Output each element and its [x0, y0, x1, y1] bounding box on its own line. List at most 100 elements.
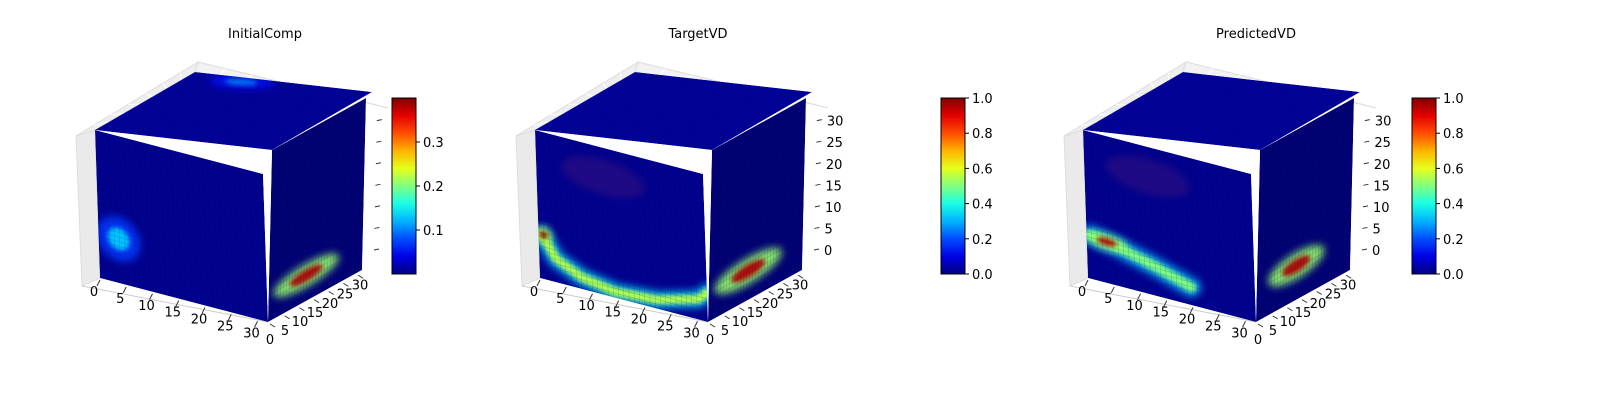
- y-tick-label: 20: [762, 297, 779, 312]
- voxel-grid-line: [285, 140, 290, 313]
- voxel-grid-line: [557, 74, 658, 133]
- voxel-grid-line: [1256, 237, 1351, 290]
- voxel-grid-line: [708, 242, 803, 296]
- voxel-grid-line: [1119, 139, 1125, 288]
- pane-grid-line: [93, 121, 110, 126]
- voxel-grid-line: [252, 171, 258, 320]
- voxel-grid-line: [1256, 242, 1351, 296]
- y-tick-label: 5: [1269, 324, 1277, 339]
- voxel-grid-line: [98, 245, 267, 290]
- voxel-grid-line: [710, 178, 805, 231]
- voxel-grid-line: [1104, 117, 1282, 138]
- x-tick: [589, 293, 593, 300]
- voxel-grid-line: [317, 122, 323, 295]
- voxel-grid-line: [1243, 89, 1344, 149]
- voxel-grid-line: [1145, 93, 1323, 114]
- voxel-grid-line: [1317, 115, 1322, 288]
- x-tick-label: 25: [1205, 319, 1222, 334]
- pane-grid-line: [1133, 93, 1141, 98]
- pane-floor-edge: [1069, 285, 1257, 323]
- voxel-grid-line: [1140, 145, 1146, 294]
- voxel-grid-line: [104, 124, 282, 145]
- voxel-grid-line: [710, 173, 805, 226]
- voxel-grid-line: [681, 168, 688, 317]
- voxel-grid-line: [662, 86, 763, 145]
- voxel-grid-line: [1129, 102, 1307, 124]
- voxel-grid-line: [1151, 147, 1157, 296]
- voxel-grid-line: [1127, 76, 1228, 136]
- voxel-grid-line: [1288, 132, 1293, 305]
- voxel-base: [95, 130, 268, 322]
- voxel-grid-line: [97, 194, 266, 239]
- voxel-grid-line: [155, 78, 256, 138]
- voxel-grid-line: [96, 166, 265, 212]
- voxel-grid-line: [97, 199, 266, 244]
- voxel-grid-line: [189, 154, 195, 303]
- voxel-grid-line: [722, 141, 727, 314]
- voxel-grid-line: [1087, 259, 1256, 304]
- voxel-grid-line: [1154, 79, 1256, 139]
- voxel-grid-line: [194, 83, 295, 142]
- voxel-grid-line: [576, 140, 583, 290]
- voxel-grid-line: [110, 120, 288, 142]
- voxel-grid-line: [612, 80, 713, 139]
- voxel-grid-line: [535, 148, 704, 193]
- z-tick-label: 20: [826, 158, 843, 173]
- voxel-grid-line: [100, 72, 201, 131]
- voxel-grid-line: [1154, 88, 1332, 109]
- voxel-grid-line: [185, 77, 363, 98]
- pane-grid-line: [533, 121, 550, 126]
- voxel-grid-line: [592, 145, 598, 294]
- voxel-grid-line: [269, 183, 365, 237]
- voxel-grid-line: [1086, 245, 1255, 290]
- voxel-grid-line: [1204, 85, 1305, 144]
- voxel-grid-line: [1166, 151, 1173, 301]
- voxel-grid-line: [1257, 189, 1352, 242]
- voxel-grid-line: [1085, 217, 1255, 263]
- voxel-grid-line: [1187, 157, 1194, 306]
- voxel-grid-line: [320, 120, 326, 293]
- voxel-grid-line: [1085, 199, 1254, 244]
- z-tick-label: 5: [1372, 222, 1380, 237]
- voxel-grid-line: [540, 72, 641, 131]
- voxel-grid-line: [1084, 166, 1253, 212]
- voxel-grid-line: [270, 151, 365, 204]
- voxel-grid-line: [737, 133, 742, 306]
- x-tick: [1137, 293, 1141, 300]
- voxel-grid-line: [708, 248, 803, 301]
- data-feature: [561, 156, 646, 199]
- voxel-grid-line: [628, 75, 806, 96]
- voxel-grid-line: [1257, 194, 1352, 247]
- y-tick-label: 25: [1325, 288, 1342, 303]
- voxel-grid-line: [660, 162, 667, 312]
- voxel-grid-line: [291, 136, 296, 310]
- voxel-grid-line: [1264, 145, 1270, 318]
- voxel-grid-line: [1343, 101, 1349, 274]
- y-tick: [328, 291, 335, 295]
- data-feature: [1282, 255, 1311, 277]
- z-tick-label: 0: [1372, 244, 1380, 259]
- voxel-grid-line: [1259, 119, 1354, 172]
- z-tick: [375, 162, 381, 165]
- voxel-grid-line: [99, 259, 268, 304]
- voxel-grid-line: [1258, 148, 1264, 321]
- voxel-grid-line: [673, 87, 774, 146]
- cube-face-front: [95, 130, 268, 322]
- voxel-grid-line: [535, 157, 704, 202]
- voxel-grid-line: [1124, 140, 1131, 290]
- y-tick-label: 10: [732, 315, 749, 330]
- voxel-grid-line: [358, 99, 364, 272]
- voxel-grid-line: [268, 264, 363, 317]
- voxel-grid-line: [760, 120, 766, 293]
- voxel-grid-line: [1087, 250, 1256, 295]
- voxel-grid-line: [95, 134, 264, 179]
- voxel-grid-line: [582, 142, 588, 291]
- voxel-grid-line: [544, 124, 722, 145]
- voxel-grid-line: [734, 135, 739, 308]
- voxel-grid-line: [97, 203, 266, 249]
- voxel-grid-line: [1257, 221, 1352, 274]
- x-tick: [1084, 279, 1089, 287]
- voxel-grid-line: [1135, 143, 1141, 292]
- voxel-grid-line: [257, 172, 263, 321]
- voxel-grid-line: [132, 108, 310, 129]
